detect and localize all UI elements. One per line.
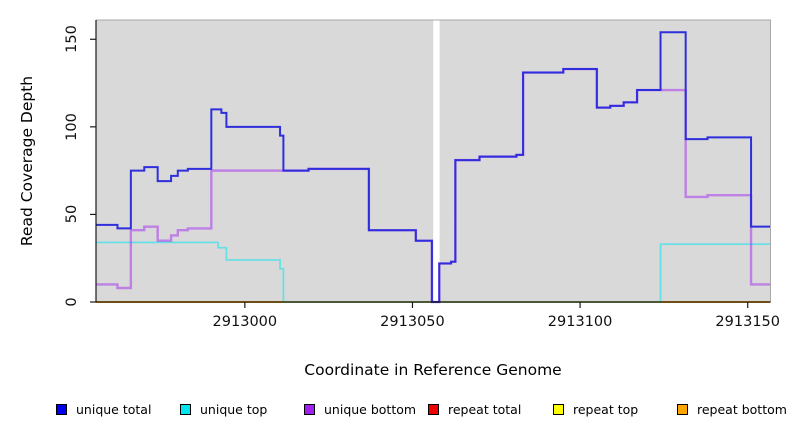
y-tick-label: 50: [64, 205, 80, 224]
legend-label: repeat top: [573, 401, 639, 417]
x-tick-label: 2913150: [715, 314, 780, 330]
x-tick-label: 2913100: [547, 314, 613, 330]
y-tick-label: 150: [64, 25, 80, 54]
no-data-gap-band: [433, 20, 440, 302]
panel-border: [96, 19, 771, 302]
legend-swatch-icon: [553, 403, 564, 415]
legend-item-unique-total: unique total: [56, 401, 151, 417]
legend-item-unique-bottom: unique bottom: [304, 401, 416, 417]
series-unique-total-line: [96, 31, 771, 303]
x-tick-label: 2913000: [212, 314, 278, 330]
legend-swatch-icon: [180, 403, 191, 415]
legend-swatch-icon: [304, 403, 315, 415]
legend-item-unique-top: unique top: [180, 401, 267, 417]
legend-label: unique top: [200, 401, 268, 417]
y-tick-label: 0: [64, 297, 80, 307]
legend-swatch-icon: [56, 403, 67, 415]
legend-item-repeat-bottom: repeat bottom: [677, 401, 787, 417]
y-axis-title: Read Coverage Depth: [18, 75, 36, 247]
x-axis-title: Coordinate in Reference Genome: [304, 361, 562, 379]
series-unique-top-line: [96, 241, 771, 303]
legend-item-repeat-top: repeat top: [553, 401, 638, 417]
legend-label: repeat total: [448, 401, 522, 417]
legend-item-repeat-total: repeat total: [428, 401, 521, 417]
legend-swatch-icon: [677, 403, 688, 415]
legend-label: repeat bottom: [697, 401, 787, 417]
legend-label: unique total: [76, 401, 152, 417]
y-tick-label: 100: [64, 113, 80, 141]
x-tick-label: 2913050: [380, 314, 445, 330]
legend-label: unique bottom: [324, 401, 417, 417]
legend-swatch-icon: [428, 403, 439, 415]
